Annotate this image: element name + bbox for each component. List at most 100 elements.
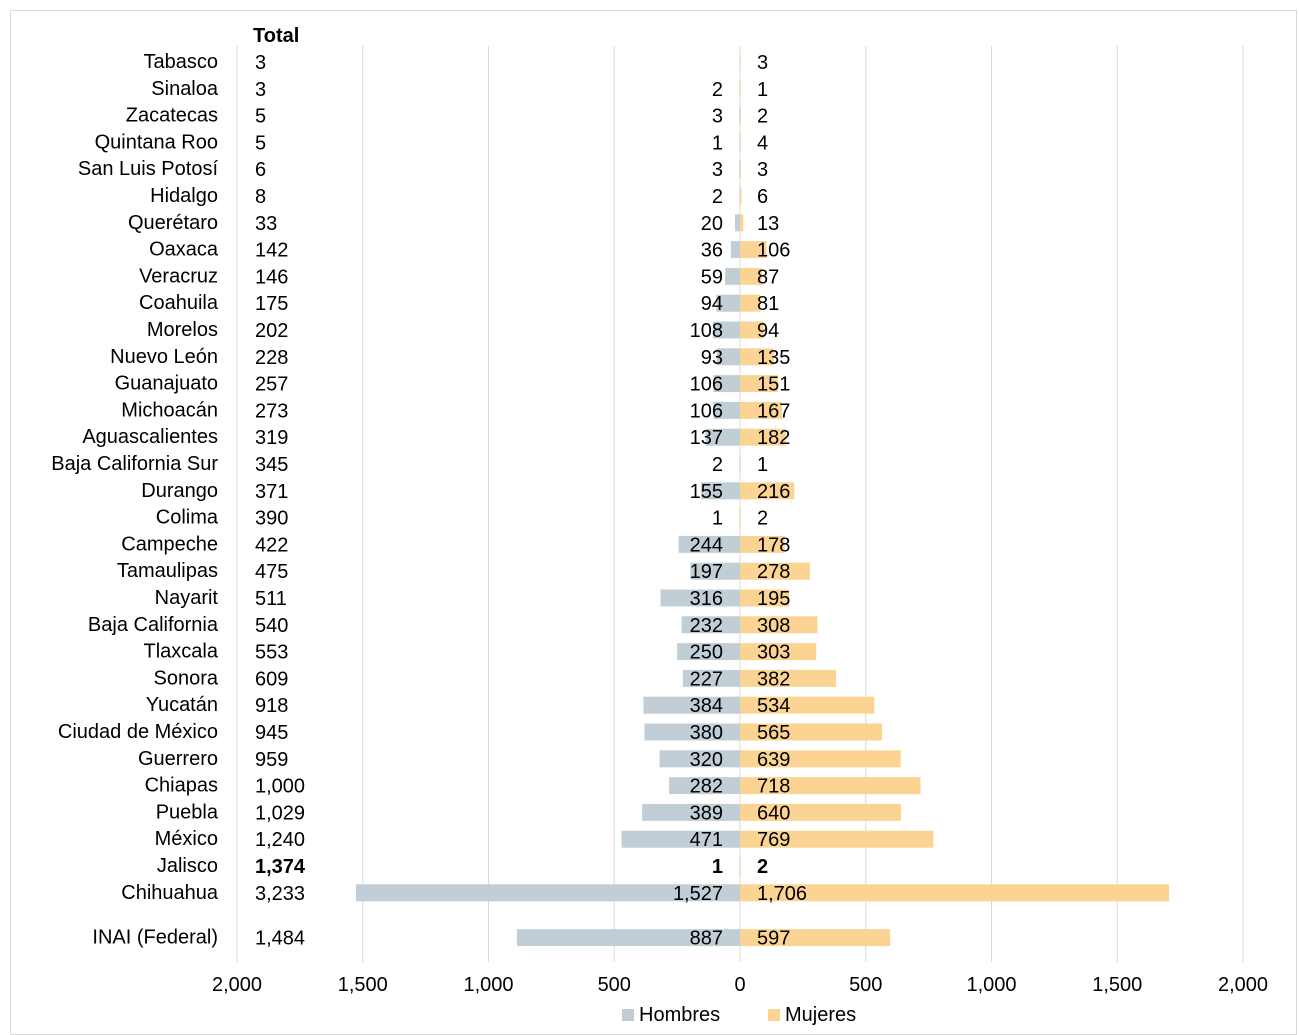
bar-mujeres [740, 428, 786, 446]
category-label: Oaxaca [149, 239, 219, 261]
total-value: 945 [255, 722, 288, 744]
category-label: Morelos [147, 319, 218, 341]
bar-mujeres [740, 589, 790, 607]
hombres-value: 36 [701, 240, 723, 262]
bar-mujeres [740, 241, 767, 259]
category-label: Jalisco [157, 855, 218, 877]
hombres-value: 106 [690, 374, 723, 396]
category-label: Nuevo León [110, 346, 218, 368]
total-value: 959 [255, 749, 288, 771]
total-value: 3 [255, 52, 266, 74]
total-value: 918 [255, 695, 288, 717]
hombres-value: 1 [712, 132, 723, 154]
hombres-value: 20 [701, 213, 723, 235]
bar-mujeres [740, 857, 741, 875]
hombres-value: 232 [690, 615, 723, 637]
bar-hombres [660, 589, 740, 607]
bar-hombres [659, 750, 740, 768]
bar-mujeres [740, 53, 741, 71]
total-value: 3,233 [255, 883, 305, 905]
bar-mujeres [740, 187, 742, 205]
total-value: 142 [255, 240, 288, 262]
hombres-value: 887 [690, 928, 723, 950]
mujeres-value: 167 [757, 400, 790, 422]
bar-hombres [690, 562, 740, 580]
total-value: 422 [255, 534, 288, 556]
hombres-value: 93 [701, 347, 723, 369]
category-label: Tlaxcala [144, 641, 219, 663]
bar-hombres [705, 428, 740, 446]
total-value: 540 [255, 615, 288, 637]
category-label: Zacatecas [126, 105, 218, 127]
total-value: 257 [255, 374, 288, 396]
category-label: INAI (Federal) [92, 927, 218, 949]
bar-hombres [739, 160, 741, 178]
hombres-value: 1,527 [673, 883, 723, 905]
hombres-value: 1 [712, 508, 723, 530]
total-column-header: Total [253, 25, 299, 47]
category-label: Nayarit [155, 587, 219, 609]
bar-mujeres [740, 80, 741, 98]
category-label: Campeche [121, 533, 218, 555]
mujeres-value: 2 [757, 856, 768, 878]
bar-mujeres [740, 214, 744, 232]
mujeres-value: 178 [757, 534, 790, 556]
x-tick-label: 500 [849, 974, 882, 996]
category-label: Baja California Sur [51, 453, 218, 475]
x-tick-label: 1,500 [1092, 974, 1142, 996]
bar-mujeres [740, 321, 764, 339]
category-label: Durango [141, 480, 218, 502]
bar-mujeres [740, 929, 891, 947]
bar-hombres [716, 294, 740, 312]
mujeres-value: 81 [757, 293, 779, 315]
category-label: Chiapas [145, 775, 218, 797]
bar-mujeres [740, 777, 921, 795]
hombres-value: 227 [690, 668, 723, 690]
mujeres-value: 3 [757, 159, 768, 181]
mujeres-value: 13 [757, 213, 779, 235]
hombres-value: 282 [690, 776, 723, 798]
bar-hombres [678, 535, 740, 553]
mujeres-value: 534 [757, 695, 790, 717]
mujeres-value: 135 [757, 347, 790, 369]
bar-hombres [739, 80, 741, 98]
total-value: 390 [255, 508, 288, 530]
total-value: 319 [255, 427, 288, 449]
category-label: Sonora [154, 667, 219, 689]
hombres-value: 3 [712, 159, 723, 181]
bar-mujeres [740, 455, 741, 473]
mujeres-value: 1 [757, 79, 768, 101]
x-tick-label: 1,000 [966, 974, 1016, 996]
total-value: 1,374 [255, 856, 306, 878]
category-label: Sinaloa [151, 78, 219, 100]
bar-mujeres [740, 401, 783, 419]
bar-mujeres [740, 723, 883, 741]
mujeres-value: 2 [757, 508, 768, 530]
bar-mujeres [740, 294, 761, 312]
mujeres-value: 87 [757, 266, 779, 288]
category-label: Guanajuato [115, 373, 218, 395]
legend-swatch-mujeres [768, 1009, 780, 1021]
total-value: 475 [255, 561, 288, 583]
category-label: Yucatán [146, 694, 218, 716]
bar-mujeres [740, 562, 810, 580]
legend-swatch-hombres [622, 1009, 634, 1021]
total-value: 5 [255, 106, 266, 128]
bar-hombres [725, 267, 740, 285]
hombres-value: 155 [690, 481, 723, 503]
mujeres-value: 639 [757, 749, 790, 771]
x-tick-label: 1,500 [338, 974, 388, 996]
mujeres-value: 565 [757, 722, 790, 744]
mujeres-value: 4 [757, 132, 768, 154]
category-label: Puebla [156, 801, 219, 823]
category-label: Tabasco [144, 51, 219, 73]
bar-mujeres [740, 616, 818, 634]
mujeres-value: 3 [757, 52, 768, 74]
bar-mujeres [740, 482, 795, 500]
mujeres-value: 2 [757, 106, 768, 128]
category-label: México [155, 828, 218, 850]
total-value: 553 [255, 642, 288, 664]
mujeres-value: 106 [757, 240, 790, 262]
category-label: Querétaro [128, 212, 218, 234]
total-value: 175 [255, 293, 288, 315]
